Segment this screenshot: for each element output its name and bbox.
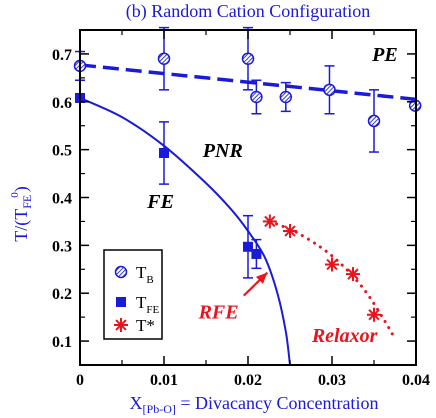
y-tick-label: 0.1: [52, 334, 72, 351]
y-tick-label: 0.7: [52, 47, 72, 64]
region-label-pnr: PNR: [202, 140, 243, 162]
region-label-pe: PE: [371, 44, 398, 66]
tstar-dotted-curve: [268, 219, 397, 341]
data-point-red-star: [262, 214, 277, 229]
rfe-arrow: [243, 271, 269, 297]
data-markers: [73, 52, 422, 322]
y-tick-label: 0.2: [52, 286, 72, 303]
y-tick-label: 0.6: [52, 95, 72, 112]
data-point-red-star: [325, 257, 339, 272]
legend-marker-red-star: [114, 318, 128, 332]
data-point-hatched-circle: [279, 90, 293, 104]
legend-marker-hatched-circle: [114, 265, 128, 279]
x-tick-label: 0.03: [318, 372, 346, 389]
plot-area: PE PNR FE RFE Relaxor: [73, 26, 422, 366]
x-tick-label: 0: [76, 372, 84, 389]
region-label-relaxor: Relaxor: [311, 325, 378, 347]
data-point-filled-square: [251, 248, 262, 259]
axis-ticks: [79, 29, 417, 365]
x-tick-label: 0.04: [402, 372, 430, 389]
region-label-rfe: RFE: [198, 302, 239, 324]
legend-label: TB: [136, 263, 154, 286]
data-point-filled-square: [243, 241, 253, 252]
x-axis-label: X[Pb-O] = Divacancy Concentration: [130, 393, 379, 416]
tfe-fit-curve: [79, 97, 291, 366]
data-point-hatched-circle: [367, 114, 381, 128]
y-axis-label: T/(TFE0): [9, 186, 34, 242]
legend-label: T*: [136, 316, 155, 335]
x-tick-label: 0.01: [150, 372, 178, 389]
legend-box: [103, 249, 163, 340]
data-point-hatched-circle: [241, 52, 255, 65]
data-point-hatched-circle: [323, 83, 336, 97]
chart-title: (b) Random Cation Configuration: [126, 1, 370, 22]
data-point-hatched-circle: [157, 52, 171, 65]
arrow-head: [255, 272, 268, 284]
data-point-hatched-circle: [250, 90, 263, 104]
legend-marker-filled-square: [116, 297, 126, 307]
data-point-red-star: [283, 224, 297, 238]
y-tick-label: 0.4: [52, 191, 72, 208]
data-point-red-star: [346, 267, 360, 282]
data-point-red-star: [367, 307, 381, 322]
y-tick-label: 0.3: [52, 238, 72, 255]
data-point-filled-square: [159, 147, 169, 158]
region-label-fe: FE: [146, 191, 174, 213]
y-tick-label: 0.5: [52, 143, 72, 160]
legend-label: TFE: [136, 293, 160, 316]
axis-tick-labels: 0 0.01 0.02 0.03 0.04 0.1 0.2 0.3 0.4 0.5 0.6 0.7: [52, 47, 430, 389]
x-tick-label: 0.02: [234, 372, 262, 389]
region-labels: PE PNR FE RFE Relaxor: [146, 44, 397, 347]
